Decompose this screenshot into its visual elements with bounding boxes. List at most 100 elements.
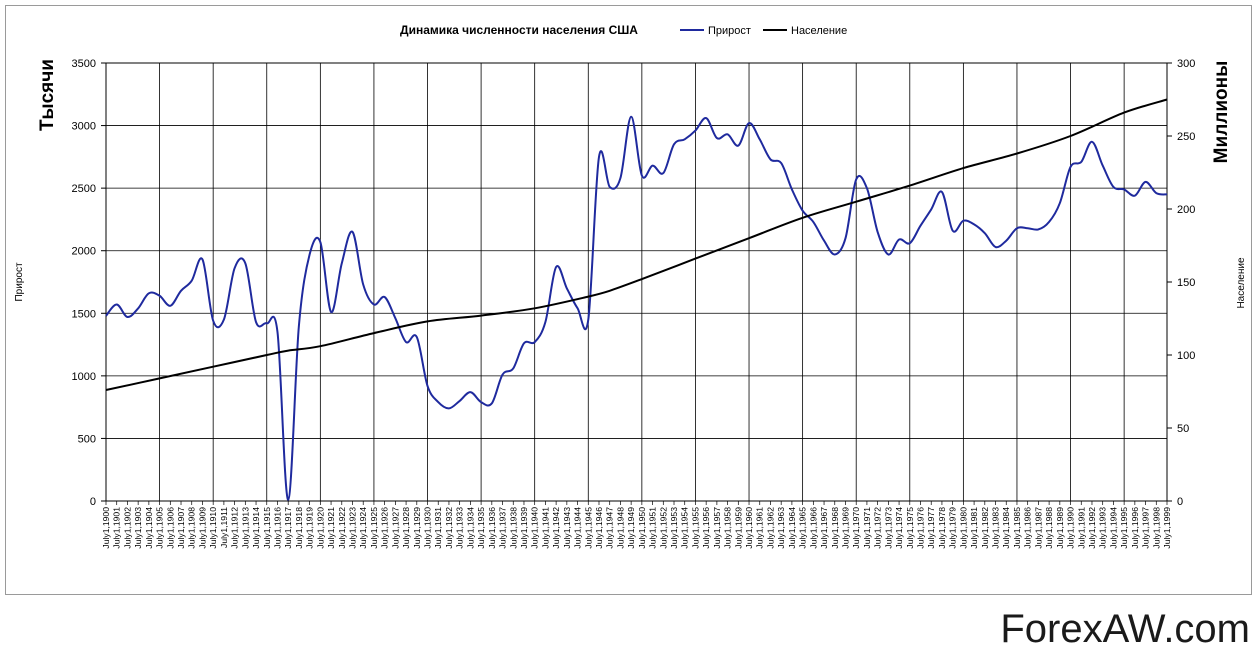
x-tick-label: July1,1930: [423, 507, 433, 549]
x-tick-label: July1,1918: [294, 507, 304, 549]
x-tick-label: July1,1988: [1044, 507, 1054, 549]
x-tick-label: July1,1926: [380, 507, 390, 549]
x-tick-label: July1,1970: [851, 507, 861, 549]
x-tick-label: July1,1972: [873, 507, 883, 549]
left-tick-label: 1000: [72, 371, 96, 383]
left-tick-label: 3500: [72, 58, 96, 70]
right-axis-side-label: Население: [1236, 257, 1247, 309]
left-tick-label: 1500: [72, 308, 96, 320]
x-tick-label: July1,1948: [615, 507, 625, 549]
x-tick-label: July1,1911: [219, 507, 229, 548]
x-tick-label: July1,1920: [315, 507, 325, 549]
left-tick-label: 500: [78, 433, 96, 445]
right-tick-label: 250: [1177, 131, 1195, 143]
x-tick-label: July1,1973: [883, 507, 893, 549]
left-axis-side-label: Прирост: [14, 262, 25, 301]
x-tick-label: July1,1929: [412, 507, 422, 549]
x-tick-label: July1,1922: [337, 507, 347, 549]
x-tick-label: July1,1907: [176, 507, 186, 549]
right-tick-label: 0: [1177, 496, 1183, 508]
x-tick-label: July1,1983: [991, 507, 1001, 549]
x-tick-label: July1,1968: [830, 507, 840, 549]
x-tick-label: July1,1963: [776, 507, 786, 549]
x-tick-label: July1,1934: [465, 507, 475, 549]
x-tick-label: July1,1916: [272, 507, 282, 549]
x-tick-label: July1,1964: [787, 507, 797, 549]
x-tick-label: July1,1904: [144, 507, 154, 549]
x-tick-label: July1,1974: [894, 507, 904, 549]
x-tick-label: July1,1909: [197, 507, 207, 549]
x-tick-label: July1,1946: [594, 507, 604, 549]
series-line-population: [105, 98, 1168, 391]
x-tick-label: July1,1965: [798, 507, 808, 549]
x-tick-label: July1,1978: [937, 507, 947, 549]
x-tick-label: July1,1971: [862, 507, 872, 549]
x-tick-label: July1,1924: [358, 507, 368, 549]
right-axis-title: Миллионы: [1211, 61, 1232, 164]
left-tick-label: 3000: [72, 121, 96, 133]
x-tick-label: July1,1913: [240, 507, 250, 549]
x-tick-label: July1,1905: [155, 507, 165, 549]
x-tick-label: July1,1903: [133, 507, 143, 549]
x-tick-label: July1,1933: [455, 507, 465, 549]
x-tick-label: July1,1941: [540, 507, 550, 549]
x-tick-label: July1,1950: [637, 507, 647, 549]
x-tick-label: July1,1944: [573, 507, 583, 549]
x-tick-label: July1,1969: [840, 507, 850, 549]
x-tick-label: July1,1960: [744, 507, 754, 549]
x-tick-label: July1,1956: [701, 507, 711, 549]
x-tick-label: July1,1932: [444, 507, 454, 549]
legend-label: Население: [791, 25, 847, 37]
x-tick-label: July1,1940: [530, 507, 540, 549]
x-tick-label: July1,1957: [712, 507, 722, 549]
x-tick-label: July1,1928: [401, 507, 411, 549]
x-tick-label: July1,1947: [605, 507, 615, 549]
x-tick-label: July1,1977: [926, 507, 936, 549]
x-tick-label: July1,1942: [551, 507, 561, 549]
x-tick-label: July1,1985: [1012, 507, 1022, 549]
x-tick-label: July1,1943: [562, 507, 572, 549]
x-tick-label: July1,1959: [733, 507, 743, 549]
x-tick-label: July1,1935: [476, 507, 486, 549]
x-tick-label: July1,1967: [819, 507, 829, 549]
watermark-text: ForexAW.com: [1000, 607, 1250, 651]
x-tick-label: July1,1991: [1076, 507, 1086, 549]
x-tick-label: July1,1927: [390, 507, 400, 549]
x-tick-label: July1,1966: [808, 507, 818, 549]
x-tick-label: July1,1962: [765, 507, 775, 549]
right-tick-label: 300: [1177, 58, 1195, 70]
x-tick-label: July1,1938: [508, 507, 518, 549]
right-tick-label: 150: [1177, 277, 1195, 289]
x-tick-label: July1,1987: [1033, 507, 1043, 549]
x-tick-label: July1,1992: [1087, 507, 1097, 549]
x-tick-label: July1,1976: [916, 507, 926, 549]
left-tick-label: 0: [90, 496, 96, 508]
x-tick-label: July1,1961: [755, 507, 765, 549]
x-tick-label: July1,1939: [519, 507, 529, 549]
x-tick-label: July1,1955: [690, 507, 700, 549]
x-tick-label: July1,1923: [347, 507, 357, 549]
x-tick-label: July1,1982: [980, 507, 990, 549]
x-tick-label: July1,1981: [969, 507, 979, 549]
x-tick-label: July1,1951: [648, 507, 658, 549]
x-tick-label: July1,1937: [498, 507, 508, 549]
x-tick-label: July1,1914: [251, 507, 261, 549]
left-axis-title: Тысячи: [37, 59, 58, 131]
x-tick-label: July1,1945: [583, 507, 593, 549]
x-tick-label: July1,1984: [1001, 507, 1011, 549]
x-tick-label: July1,1975: [905, 507, 915, 549]
x-tick-label: July1,1919: [305, 507, 315, 549]
x-tick-label: July1,1998: [1151, 507, 1161, 549]
x-tick-label: July1,1979: [948, 507, 958, 549]
x-tick-label: July1,1910: [208, 507, 218, 549]
x-tick-label: July1,1995: [1119, 507, 1129, 549]
x-tick-label: July1,1994: [1108, 507, 1118, 549]
x-tick-label: July1,1925: [369, 507, 379, 549]
x-tick-label: July1,1936: [487, 507, 497, 549]
right-tick-label: 50: [1177, 423, 1189, 435]
chart-title: Динамика численности населения США: [400, 23, 638, 37]
x-tick-label: July1,1953: [669, 507, 679, 549]
series-line-growth: [105, 115, 1168, 501]
x-tick-label: July1,1980: [958, 507, 968, 549]
